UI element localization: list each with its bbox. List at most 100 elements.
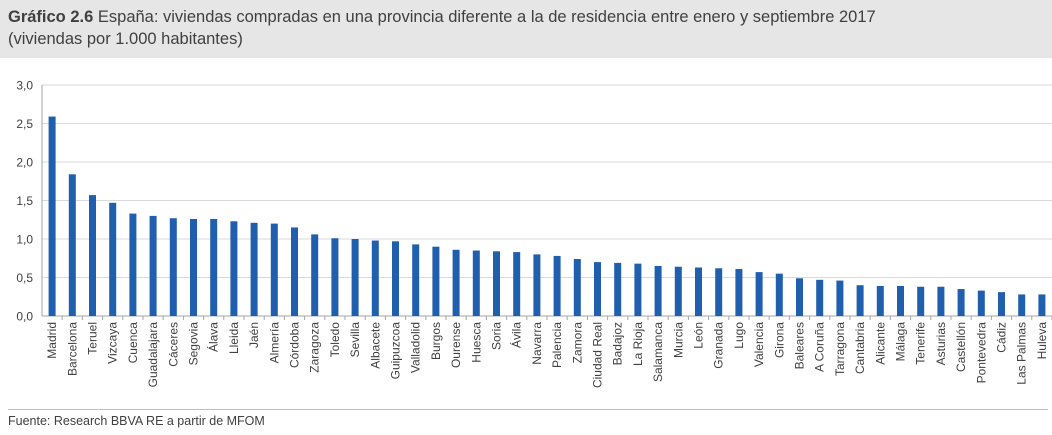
x-tick-label: Cuenca [126, 322, 140, 364]
x-tick-label: Álava [206, 322, 221, 352]
x-tick-label: Albacete [368, 322, 382, 369]
bar-7 [190, 218, 197, 316]
bar-14 [331, 238, 339, 316]
x-tick-label: Ciudad Real [591, 322, 605, 388]
bar-48 [1018, 294, 1026, 316]
y-tick-label: 2,5 [16, 117, 33, 131]
bar-8 [210, 218, 218, 316]
bar-19 [432, 246, 440, 316]
bar-35 [755, 272, 763, 316]
bar-1 [68, 174, 76, 316]
bar-15 [351, 239, 359, 316]
chart-title-text: España: viviendas compradas en una provi… [93, 8, 876, 26]
bar-17 [392, 241, 399, 316]
bar-4 [129, 213, 137, 316]
source-note: Fuente: Research BBVA RE a partir de MFO… [8, 414, 265, 428]
bar-18 [412, 244, 420, 316]
y-tick-label: 3,0 [16, 79, 33, 93]
bar-28 [614, 262, 622, 316]
x-tick-label: León [692, 322, 706, 349]
x-tick-label: Teruel [86, 322, 100, 355]
x-tick-label: Navarra [530, 322, 544, 365]
x-tick-label: Vizcaya [106, 322, 120, 364]
x-tick-label: Guadalajara [146, 322, 160, 388]
bar-32 [695, 267, 702, 316]
bar-47 [998, 292, 1005, 316]
x-tick-label: Girona [772, 322, 786, 358]
x-tick-label: Sevilla [348, 322, 362, 358]
bar-25 [553, 255, 561, 316]
x-tick-label: Cáceres [166, 322, 180, 367]
bar-23 [513, 252, 521, 316]
chart-title: Gráfico 2.6 España: viviendas compradas … [8, 8, 876, 27]
chart-header: Gráfico 2.6 España: viviendas compradas … [0, 0, 1052, 58]
x-tick-label: Málaga [894, 322, 908, 362]
x-tick-label: Murcia [671, 322, 685, 358]
x-tick-label: Guipuzcoa [389, 322, 403, 380]
x-tick-label: Huesca [469, 322, 483, 363]
x-tick-label: Madrid [45, 322, 59, 359]
bar-3 [109, 202, 117, 316]
bar-2 [89, 195, 96, 316]
bar-30 [654, 265, 662, 316]
bar-39 [836, 280, 844, 316]
x-tick-label: Lleida [227, 322, 241, 354]
x-tick-label: Baleares [793, 322, 807, 369]
bar-33 [715, 268, 723, 316]
x-tick-label: Toledo [328, 322, 342, 358]
x-tick-label: Segovia [187, 322, 201, 366]
bar-6 [169, 218, 177, 316]
bar-38 [816, 279, 824, 316]
x-tick-label: La Rioja [631, 322, 645, 366]
bar-26 [573, 259, 581, 316]
x-tick-label: Tenerife [914, 322, 928, 365]
x-tick-label: Alicante [873, 322, 887, 365]
x-tick-label: Pontevedra [974, 322, 988, 384]
bar-31 [674, 266, 682, 316]
x-tick-label: A Coruña [813, 322, 827, 372]
x-tick-label: Asturias [934, 322, 948, 365]
bar-21 [472, 250, 480, 316]
bar-40 [856, 285, 864, 316]
x-tick-label: Cantabria [853, 322, 867, 374]
bar-36 [775, 273, 783, 316]
bar-16 [371, 240, 379, 316]
x-tick-label: Zaragoza [308, 322, 322, 373]
x-tick-label: Almería [267, 322, 281, 364]
chart-title-number: Gráfico 2.6 [8, 8, 94, 26]
bar-12 [291, 227, 298, 316]
bar-37 [796, 278, 803, 316]
bar-0 [48, 116, 56, 316]
x-tick-label: Valencia [752, 322, 766, 367]
x-tick-label: Valladolid [409, 322, 423, 373]
x-tick-label: Las Palmas [1015, 322, 1029, 385]
bar-20 [452, 249, 460, 316]
bar-49 [1038, 294, 1046, 316]
bar-46 [977, 290, 985, 316]
x-tick-label: Huleva [1035, 322, 1049, 360]
x-tick-label: Cádiz [995, 322, 1009, 353]
x-tick-label: Jaén [247, 322, 261, 348]
x-tick-label: Burgos [429, 322, 443, 360]
bar-45 [957, 289, 965, 316]
bar-13 [311, 234, 319, 316]
bar-44 [937, 286, 945, 316]
bar-41 [876, 285, 884, 316]
chart-subtitle: (viviendas por 1.000 habitantes) [8, 30, 243, 48]
x-tick-label: Salamanca [651, 322, 665, 382]
x-tick-label: Palencia [550, 322, 564, 368]
x-tick-label: Ávila [509, 322, 524, 348]
y-tick-label: 1,0 [16, 233, 33, 247]
footer-divider [8, 409, 1048, 410]
y-tick-label: 1,5 [16, 194, 33, 208]
bar-43 [917, 286, 925, 316]
y-tick-label: 2,0 [16, 156, 33, 170]
x-tick-label: Zamora [570, 322, 584, 364]
x-tick-label: Granada [712, 322, 726, 369]
bar-5 [149, 215, 157, 316]
bar-42 [897, 285, 904, 316]
x-tick-label: Castellón [954, 322, 968, 372]
bar-10 [250, 222, 258, 316]
bar-29 [634, 263, 642, 316]
x-tick-label: Ourense [449, 322, 463, 368]
